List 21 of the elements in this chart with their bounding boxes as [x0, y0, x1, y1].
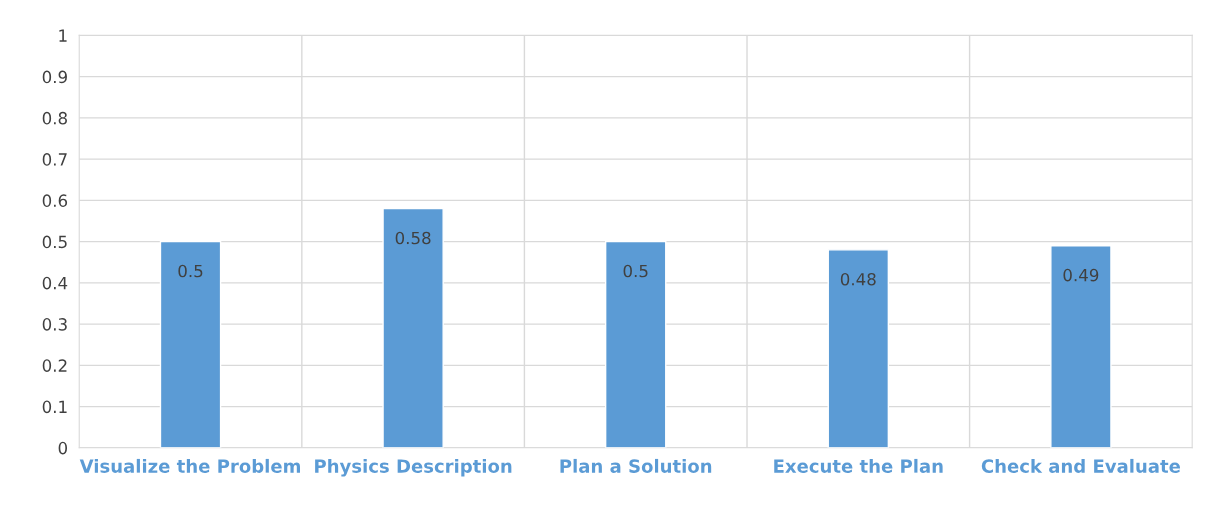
x-tick-label: Check and Evaluate — [981, 458, 1181, 473]
x-tick-label: Execute the Plan — [774, 458, 943, 473]
x-tick-label: Plan a Solution — [560, 458, 712, 473]
y-tick-label: 0 — [58, 441, 68, 455]
x-tick-label: Visualize the Problem — [79, 458, 300, 473]
y-tick-label: 0.1 — [42, 400, 67, 414]
data-label: 0.5 — [178, 264, 203, 278]
y-tick-label: 0.6 — [42, 194, 68, 207]
x-tick-label: Physics Description — [315, 458, 512, 477]
y-tick-label: 0.2 — [42, 359, 67, 372]
y-tick-label: 1 — [59, 29, 67, 42]
y-tick-label: 0.5 — [42, 235, 67, 249]
y-tick-label: 0.9 — [42, 70, 67, 84]
data-label: 0.49 — [1063, 268, 1099, 282]
data-label: 0.5 — [623, 264, 648, 278]
y-tick-label: 0.7 — [42, 153, 67, 166]
y-tick-label: 0.4 — [42, 276, 68, 290]
data-label: 0.58 — [395, 231, 431, 245]
y-tick-label: 0.3 — [42, 318, 67, 331]
y-tick-label: 0.8 — [42, 111, 67, 125]
data-label: 0.48 — [840, 272, 876, 286]
